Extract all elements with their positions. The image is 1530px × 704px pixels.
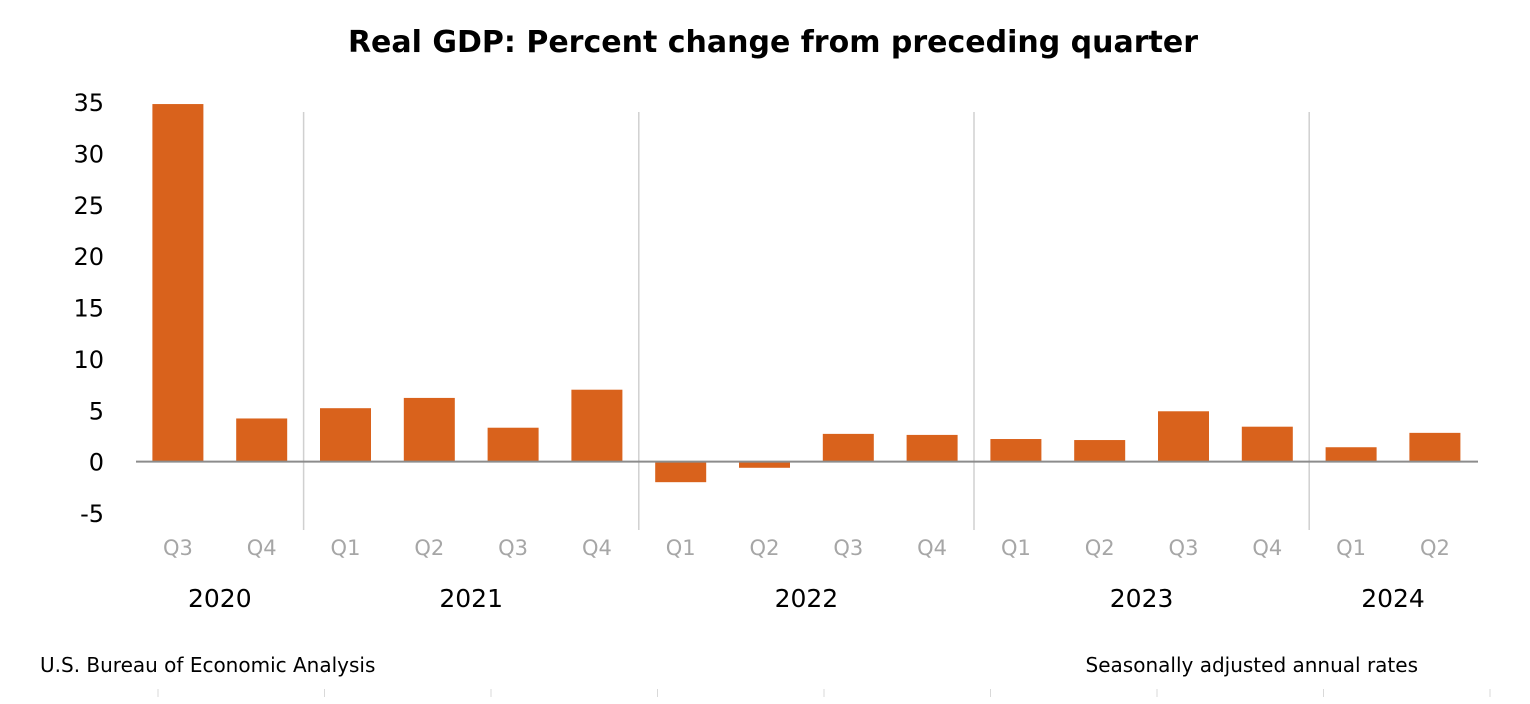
source-note: U.S. Bureau of Economic Analysis	[40, 653, 375, 677]
bar-q4-13	[1241, 426, 1293, 462]
quarter-label: Q2	[1420, 536, 1450, 560]
quarter-label: Q4	[247, 536, 277, 560]
bar-q3-12	[1158, 411, 1209, 462]
y-tick-label: 20	[73, 243, 104, 271]
year-label-2024: 2024	[1361, 584, 1425, 613]
bar-q4-1	[236, 418, 288, 462]
bar-q2-15	[1409, 432, 1461, 462]
quarter-label: Q2	[1085, 536, 1115, 560]
quarter-label: Q3	[1169, 536, 1199, 560]
bars	[152, 104, 1461, 483]
year-label-2020: 2020	[188, 584, 252, 613]
quarter-label: Q2	[414, 536, 444, 560]
y-tick-label: 0	[89, 449, 104, 477]
y-axis-ticks: 35 30 25 20 15 10 5 0 -5	[73, 89, 104, 528]
year-label-2023: 2023	[1110, 584, 1174, 613]
quarter-label: Q1	[331, 536, 361, 560]
bar-q2-11	[1074, 440, 1126, 462]
quarter-label: Q3	[498, 536, 528, 560]
bar-q3-8	[822, 433, 874, 462]
bar-q1-10	[990, 439, 1042, 462]
bar-q2-3	[403, 397, 455, 462]
rates-note: Seasonally adjusted annual rates	[1086, 653, 1418, 677]
quarter-label: Q4	[1252, 536, 1282, 560]
y-tick-label: 10	[73, 346, 104, 374]
bar-q4-9	[906, 434, 958, 462]
y-tick-label: 15	[73, 295, 104, 323]
bar-q4-5	[571, 389, 623, 462]
quarter-label: Q2	[750, 536, 780, 560]
quarter-label: Q3	[163, 536, 193, 560]
quarter-label: Q1	[1001, 536, 1031, 560]
bar-q1-6	[655, 461, 707, 483]
chart-title: Real GDP: Percent change from preceding …	[348, 25, 1198, 60]
bar-q3-0	[152, 104, 204, 462]
year-dividers	[302, 112, 1310, 530]
bar-q1-2	[320, 408, 371, 462]
bottom-tick-marks	[157, 689, 1491, 697]
quarter-label: Q4	[582, 536, 612, 560]
bar-q1-14	[1325, 447, 1377, 462]
quarter-label: Q1	[1336, 536, 1366, 560]
year-labels: 2020 2021 2022 2023 2024	[188, 584, 1425, 613]
quarter-label: Q3	[833, 536, 863, 560]
y-tick-label: 5	[89, 397, 104, 425]
y-tick-label: 25	[73, 192, 104, 220]
year-label-2021: 2021	[439, 584, 503, 613]
bar-q2-7	[739, 461, 790, 468]
bar-q3-4	[487, 427, 539, 462]
year-label-2022: 2022	[775, 584, 839, 613]
quarter-label: Q1	[666, 536, 696, 560]
quarter-label: Q4	[917, 536, 947, 560]
quarter-labels: Q3 Q4 Q1 Q2 Q3 Q4 Q1 Q2 Q3 Q4 Q1 Q2 Q3 Q4 Q1 Q2	[163, 536, 1450, 560]
y-tick-label: 35	[73, 89, 104, 117]
y-tick-label: -5	[80, 500, 104, 528]
y-tick-label: 30	[73, 140, 104, 168]
